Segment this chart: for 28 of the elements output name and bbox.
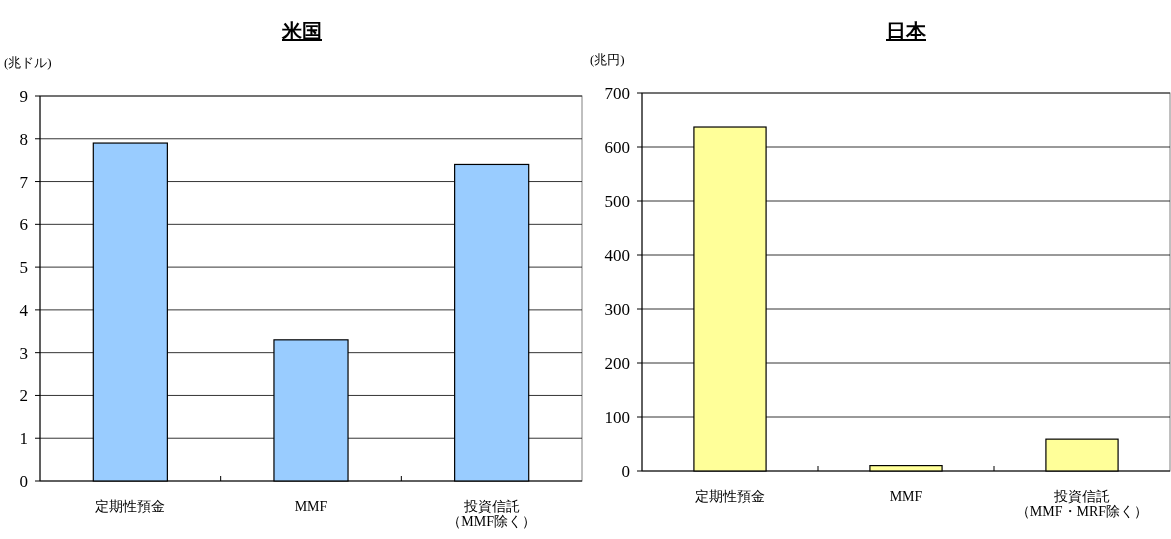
y-tick-label: 7 bbox=[19, 172, 29, 192]
x-tick-label: 投資信託（MMF・MRF除く） bbox=[1015, 489, 1149, 519]
y-tick-label: 8 bbox=[19, 129, 28, 149]
y-tick-label: 4 bbox=[19, 300, 29, 320]
y-tick-label: 0 bbox=[19, 472, 28, 491]
chart-title: 米国 bbox=[281, 19, 322, 43]
y-tick-label: 9 bbox=[19, 87, 28, 106]
x-tick-label: MMF bbox=[294, 499, 328, 514]
y-tick-label: 5 bbox=[19, 258, 28, 278]
chart-title: 日本 bbox=[886, 19, 927, 43]
y-axis-title: (兆ドル) bbox=[4, 55, 52, 70]
x-tick-label: MMF bbox=[889, 489, 923, 504]
y-tick-label: 600 bbox=[604, 138, 630, 157]
y-tick-label: 700 bbox=[604, 84, 630, 103]
y-tick-label: 1 bbox=[19, 429, 28, 449]
y-tick-label: 2 bbox=[19, 386, 28, 406]
y-axis-title: (兆円) bbox=[590, 52, 625, 67]
y-tick-label: 500 bbox=[604, 192, 630, 211]
x-tick-label: 定期性預金 bbox=[95, 499, 166, 514]
y-tick-label: 400 bbox=[604, 246, 630, 265]
y-tick-label: 100 bbox=[604, 408, 630, 427]
y-tick-label: 3 bbox=[19, 343, 28, 363]
y-tick-label: 300 bbox=[604, 300, 630, 319]
x-tick-label: 投資信託（MMF除く） bbox=[447, 499, 537, 529]
y-tick-label: 200 bbox=[604, 354, 630, 373]
y-tick-label: 0 bbox=[621, 462, 630, 481]
y-tick-label: 6 bbox=[19, 215, 28, 235]
x-tick-label: 定期性預金 bbox=[695, 489, 765, 504]
